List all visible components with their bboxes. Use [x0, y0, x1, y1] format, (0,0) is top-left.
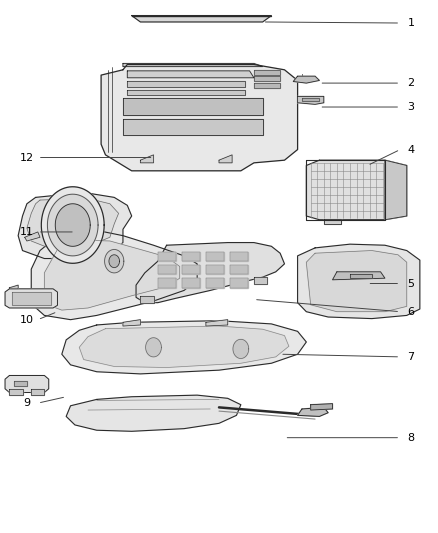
Polygon shape: [324, 219, 341, 224]
Polygon shape: [5, 289, 57, 308]
Polygon shape: [79, 326, 289, 368]
Polygon shape: [219, 155, 232, 163]
Polygon shape: [27, 198, 119, 248]
Polygon shape: [47, 194, 98, 256]
Polygon shape: [254, 277, 267, 284]
Polygon shape: [302, 98, 319, 101]
Polygon shape: [141, 155, 153, 163]
Text: 7: 7: [407, 352, 415, 362]
Polygon shape: [297, 407, 328, 416]
Polygon shape: [123, 320, 141, 326]
Text: 11: 11: [20, 227, 34, 237]
Polygon shape: [55, 204, 90, 246]
Polygon shape: [293, 76, 319, 83]
Text: 4: 4: [407, 144, 415, 155]
Polygon shape: [254, 70, 280, 75]
Polygon shape: [44, 240, 180, 310]
Polygon shape: [254, 83, 280, 88]
Polygon shape: [14, 381, 27, 386]
Polygon shape: [109, 255, 120, 268]
Polygon shape: [10, 285, 18, 289]
Polygon shape: [385, 160, 407, 220]
Text: 5: 5: [408, 279, 415, 288]
Polygon shape: [105, 249, 124, 273]
Text: 1: 1: [408, 18, 415, 28]
Polygon shape: [311, 403, 332, 410]
Polygon shape: [123, 63, 263, 67]
Polygon shape: [18, 193, 132, 259]
Polygon shape: [31, 389, 44, 395]
Polygon shape: [306, 160, 407, 220]
Polygon shape: [230, 252, 248, 261]
Text: 6: 6: [408, 306, 415, 317]
Polygon shape: [127, 71, 254, 78]
Polygon shape: [332, 272, 385, 280]
Polygon shape: [136, 243, 285, 303]
Polygon shape: [25, 232, 40, 241]
Polygon shape: [141, 296, 153, 303]
Polygon shape: [182, 278, 200, 288]
Polygon shape: [206, 320, 228, 326]
Polygon shape: [182, 252, 200, 261]
Text: 9: 9: [23, 398, 31, 408]
Polygon shape: [254, 76, 280, 82]
Polygon shape: [158, 252, 176, 261]
Polygon shape: [158, 278, 176, 288]
Polygon shape: [182, 265, 200, 274]
Polygon shape: [132, 15, 272, 22]
Polygon shape: [5, 375, 49, 392]
Polygon shape: [62, 321, 306, 374]
Polygon shape: [350, 274, 372, 278]
Polygon shape: [297, 96, 324, 104]
Polygon shape: [206, 265, 224, 274]
Polygon shape: [66, 395, 241, 431]
Polygon shape: [206, 278, 224, 288]
Polygon shape: [127, 82, 245, 87]
Polygon shape: [306, 251, 407, 312]
Polygon shape: [101, 64, 297, 171]
Text: 8: 8: [407, 433, 415, 443]
Polygon shape: [123, 98, 263, 115]
Polygon shape: [10, 389, 22, 395]
Text: 10: 10: [20, 314, 34, 325]
Polygon shape: [230, 278, 248, 288]
Text: 2: 2: [407, 78, 415, 88]
Text: 3: 3: [408, 102, 415, 112]
Polygon shape: [158, 265, 176, 274]
Polygon shape: [146, 338, 161, 357]
Polygon shape: [206, 252, 224, 261]
Polygon shape: [233, 340, 249, 359]
Text: 12: 12: [20, 152, 34, 163]
Polygon shape: [297, 244, 420, 319]
Polygon shape: [127, 90, 245, 95]
Polygon shape: [230, 265, 248, 274]
Polygon shape: [12, 292, 51, 305]
Polygon shape: [123, 119, 263, 135]
Polygon shape: [41, 187, 104, 263]
Polygon shape: [31, 230, 197, 320]
